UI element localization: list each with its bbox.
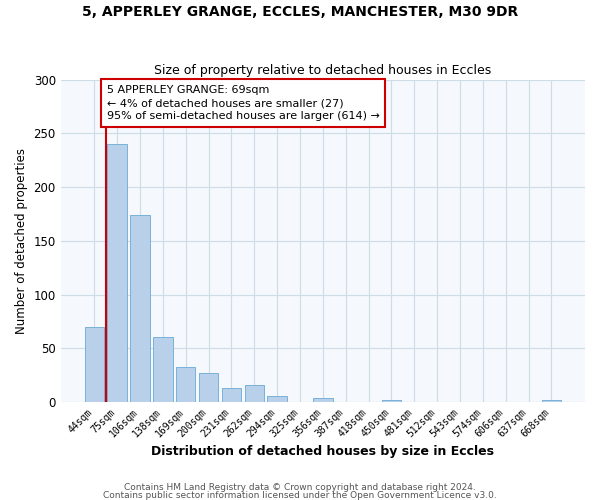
Bar [268, 396, 287, 402]
Bar [153, 336, 173, 402]
Bar [542, 400, 561, 402]
Bar [199, 373, 218, 402]
Y-axis label: Number of detached properties: Number of detached properties [15, 148, 28, 334]
Text: Contains HM Land Registry data © Crown copyright and database right 2024.: Contains HM Land Registry data © Crown c… [124, 484, 476, 492]
Text: Contains public sector information licensed under the Open Government Licence v3: Contains public sector information licen… [103, 491, 497, 500]
Text: 5 APPERLEY GRANGE: 69sqm
← 4% of detached houses are smaller (27)
95% of semi-de: 5 APPERLEY GRANGE: 69sqm ← 4% of detache… [107, 85, 380, 122]
X-axis label: Distribution of detached houses by size in Eccles: Distribution of detached houses by size … [151, 444, 494, 458]
Bar [221, 388, 241, 402]
Bar [176, 366, 196, 402]
Bar [130, 215, 149, 402]
Bar [245, 385, 264, 402]
Bar [382, 400, 401, 402]
Bar [107, 144, 127, 402]
Bar [85, 327, 104, 402]
Text: 5, APPERLEY GRANGE, ECCLES, MANCHESTER, M30 9DR: 5, APPERLEY GRANGE, ECCLES, MANCHESTER, … [82, 5, 518, 19]
Bar [313, 398, 332, 402]
Title: Size of property relative to detached houses in Eccles: Size of property relative to detached ho… [154, 64, 491, 77]
